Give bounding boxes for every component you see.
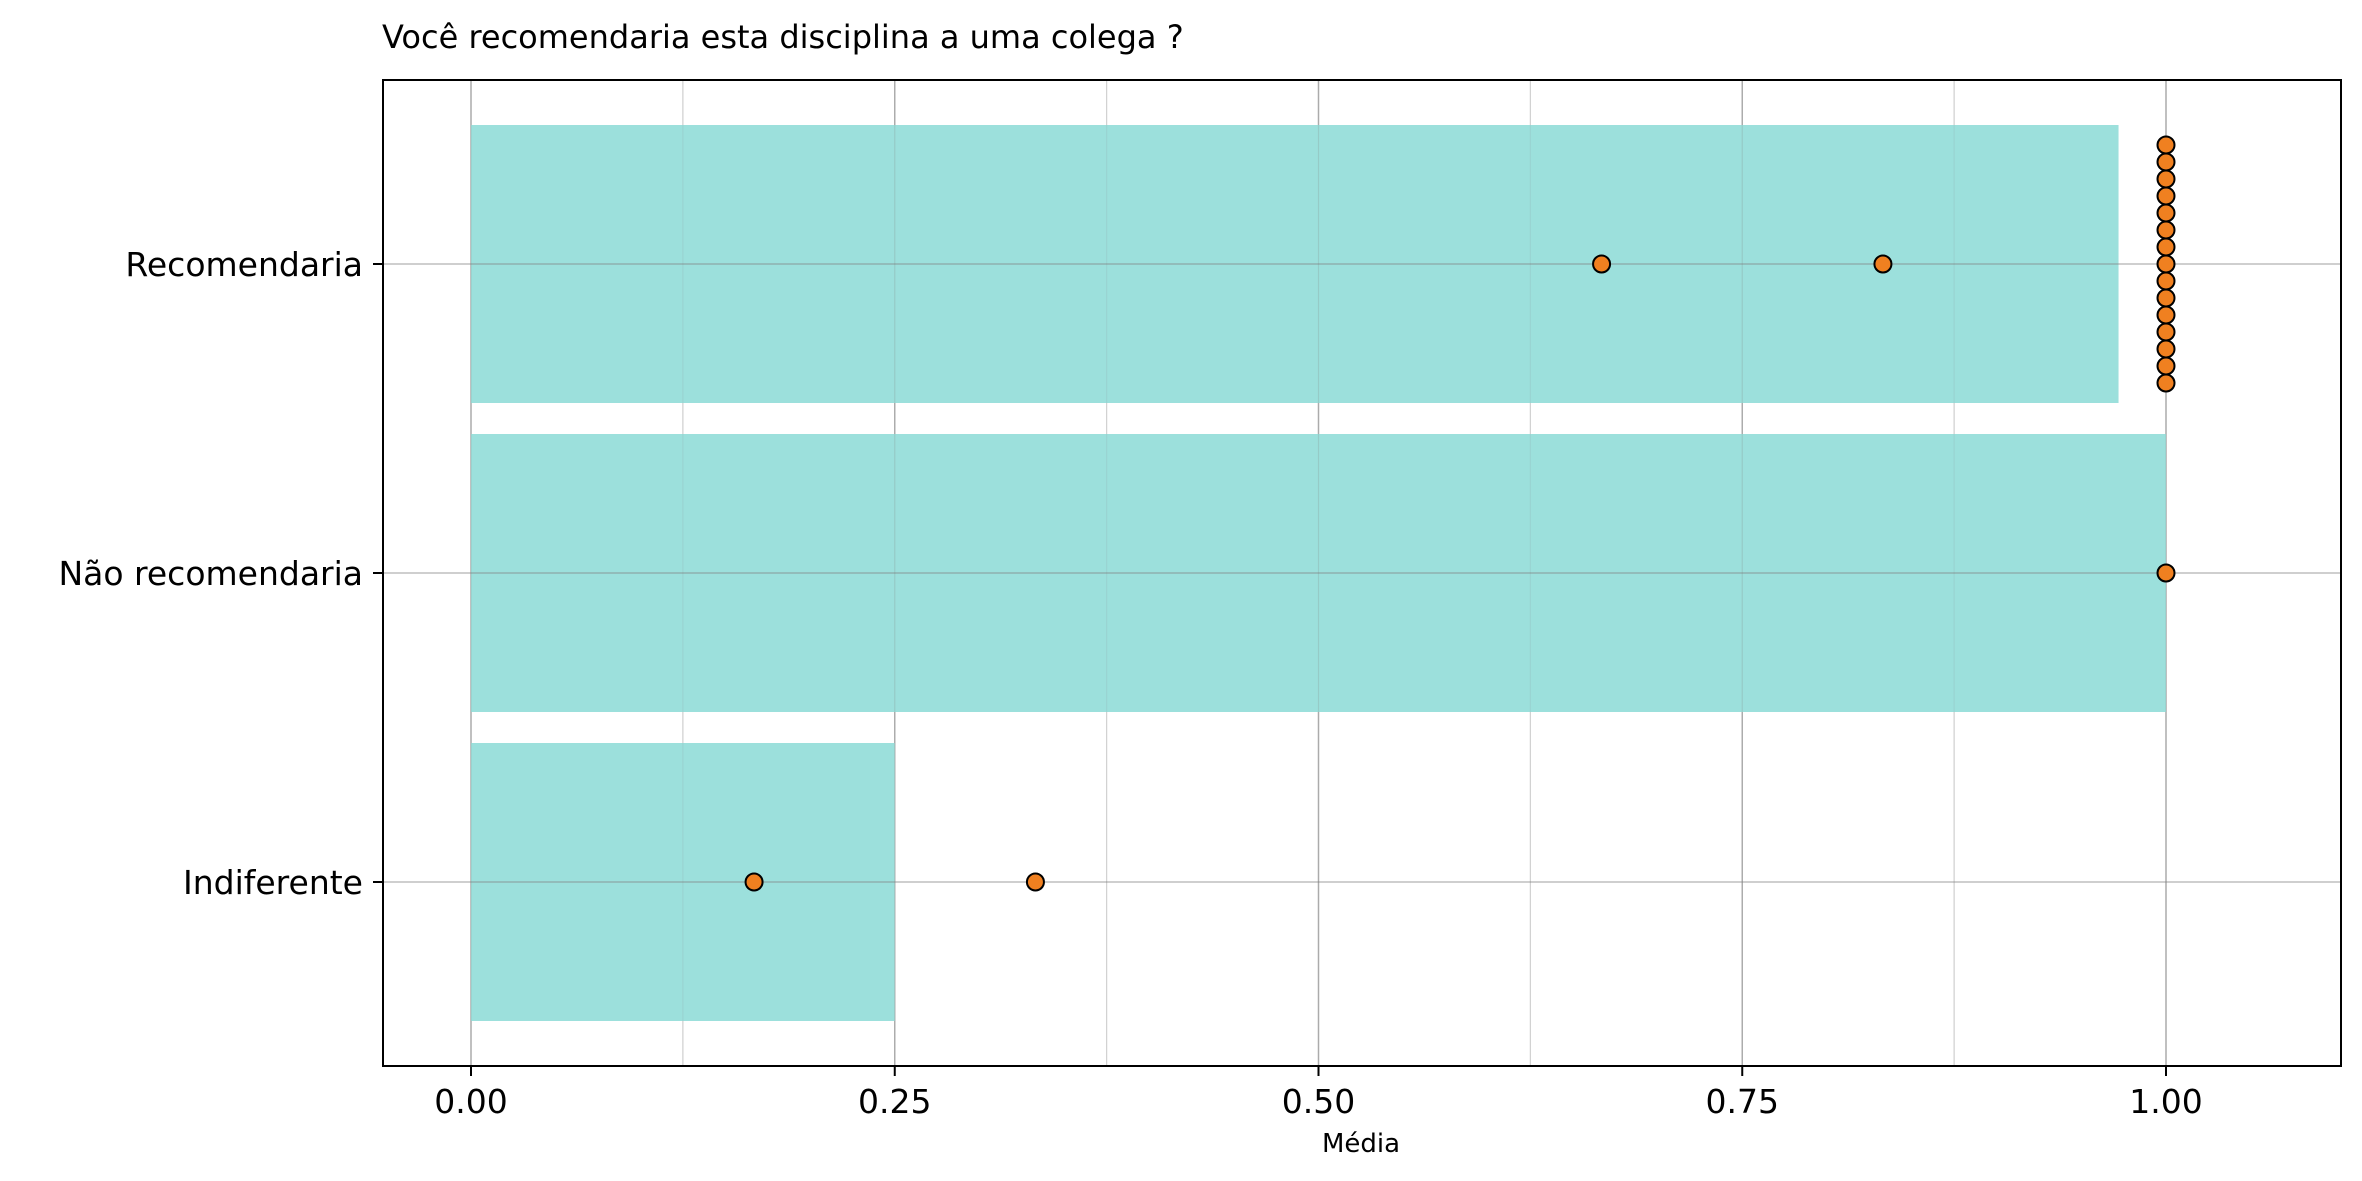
x-tick-label: 1.00: [2129, 1082, 2202, 1121]
data-point: [2156, 271, 2176, 291]
x-tick-label: 0.00: [434, 1082, 507, 1121]
data-point: [2156, 220, 2176, 240]
data-point: [1873, 254, 1893, 274]
data-point: [1025, 872, 1045, 892]
data-point: [2156, 356, 2176, 376]
data-point: [2156, 186, 2176, 206]
x-axis-label: Média: [1322, 1129, 1400, 1159]
data-point: [2156, 288, 2176, 308]
x-tick-label: 0.75: [1706, 1082, 1779, 1121]
x-tick-label: 0.50: [1282, 1082, 1355, 1121]
data-point: [2156, 237, 2176, 257]
data-point: [2156, 339, 2176, 359]
data-point: [2156, 169, 2176, 189]
data-point: [2156, 203, 2176, 223]
data-point: [2156, 322, 2176, 342]
data-point: [2156, 152, 2176, 172]
data-point: [2156, 135, 2176, 155]
chart-title: Você recomendaria esta disciplina a uma …: [382, 18, 1184, 56]
y-tick-label: Indiferente: [183, 863, 363, 902]
x-axis: 0.00 0.25 0.50 0.75 1.00: [434, 1066, 2203, 1121]
data-point: [2156, 254, 2176, 274]
data-point: [2156, 305, 2176, 325]
y-tick-label: Não recomendaria: [58, 554, 363, 593]
data-point: [2156, 563, 2176, 583]
x-tick-label: 0.25: [858, 1082, 931, 1121]
y-tick-label: Recomendaria: [125, 245, 363, 284]
data-point: [1592, 254, 1612, 274]
data-point: [2156, 373, 2176, 393]
data-point: [744, 872, 764, 892]
y-axis: Recomendaria Não recomendaria Indiferente: [58, 245, 383, 902]
data-points: [744, 135, 2176, 892]
